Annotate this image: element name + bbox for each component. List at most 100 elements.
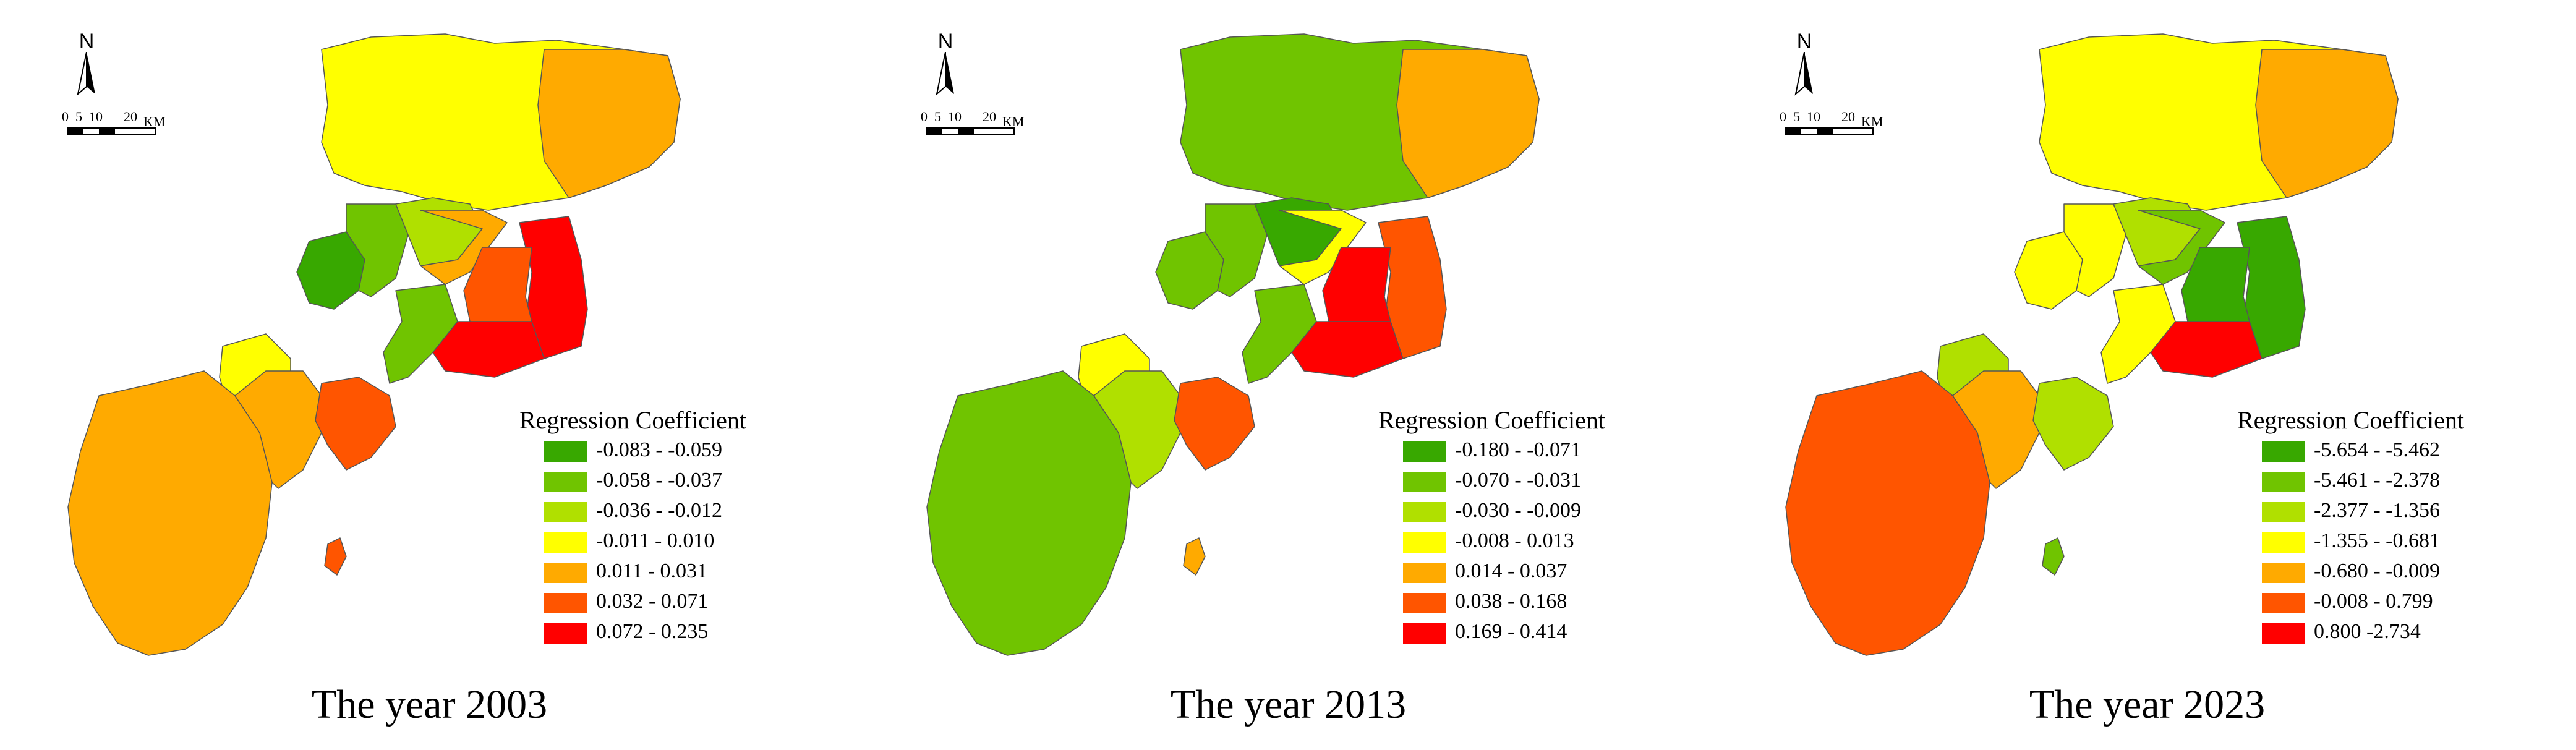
north-arrow: N [62,31,111,102]
legend-item: 0.038 - 0.168 [1403,587,1605,618]
region-east-coast [2237,216,2306,359]
legend-item: -0.680 - -0.009 [2262,557,2464,587]
legend-range-label: 0.032 - 0.071 [596,590,709,613]
region-central-ne [1396,49,1540,198]
legend-item: -1.355 - -0.681 [2262,527,2464,557]
legend-range-label: -0.008 - 0.013 [1455,529,1574,552]
legend-item: -0.030 - -0.009 [1403,496,1605,527]
scale-unit-label: KM [1002,114,1025,129]
legend-swatch [544,532,587,553]
legend-swatch [2262,623,2305,644]
scale-unit-label: KM [1861,114,1883,129]
legend-range-label: -0.036 - -0.012 [596,499,722,522]
scale-tick-label: 0 [1780,109,1786,124]
region-sw-main [67,370,273,656]
legend-swatch [1403,502,1446,522]
legend-swatch [1403,563,1446,583]
region-sw-inner [1093,370,1181,489]
legend-range-label: -5.461 - -2.378 [2314,469,2440,492]
legend-range-label: -1.355 - -0.681 [2314,529,2440,552]
region-sw-east-peninsula [315,377,396,471]
legend-swatch [2262,532,2305,553]
north-arrow-icon [1794,51,1813,96]
north-arrow-icon [77,51,95,96]
choropleth-map [67,33,681,656]
legend-swatch [544,472,587,492]
scale-tick-label: 20 [1841,109,1855,124]
legend-swatch [544,593,587,613]
choropleth-map [926,33,1540,656]
scale-tick-label: 0 [921,109,928,124]
legend: Regression Coefficient -0.083 - -0.059 -0… [519,405,746,648]
legend-item: 0.011 - 0.031 [544,557,746,587]
legend-swatch [2262,472,2305,492]
legend-item: 0.072 - 0.235 [544,618,746,648]
legend-range-label: -2.377 - -1.356 [2314,499,2440,522]
legend-swatch [1403,593,1446,613]
legend-range-label: -0.180 - -0.071 [1455,438,1581,461]
legend-range-label: 0.038 - 0.168 [1455,590,1567,613]
year-label: The year 2003 [311,682,548,727]
region-sw-east-peninsula [2032,377,2114,471]
scale-tick-label: 10 [948,109,962,124]
scale-tick-label: 5 [1793,109,1800,124]
region-sw-inner [1952,370,2040,489]
legend-title: Regression Coefficient [2237,406,2464,434]
legend-swatch [1403,441,1446,462]
scale-bar-labels: 0 5 10 20 KM [921,109,1044,129]
region-sw-east-peninsula [1174,377,1255,471]
region-urban-core [1242,284,1317,384]
region-island-south [2042,537,2065,576]
region-sw-main [1785,370,1990,656]
scale-tick-label: 20 [124,109,137,124]
region-east-coast [1378,216,1447,359]
scale-bar [1785,127,1874,135]
legend-item: -0.180 - -0.071 [1403,436,1605,466]
north-label: N [937,30,953,53]
map-panel-1: N 0 5 10 20 KM Regression Coefficient -0.083… [0,0,859,750]
region-center [1279,210,1367,285]
legend-swatch [2262,563,2305,583]
region-sw-main [926,370,1132,656]
legend-item: -0.058 - -0.037 [544,466,746,496]
region-center [2138,210,2225,285]
legend-range-label: -0.083 - -0.059 [596,438,722,461]
north-label: N [79,30,95,53]
region-island-south [1183,537,1206,576]
legend-swatch [2262,502,2305,522]
legend-range-label: -0.011 - 0.010 [596,529,715,552]
scale-tick-label: 0 [62,109,69,124]
legend-swatch [544,502,587,522]
legend-item: -0.008 - 0.013 [1403,527,1605,557]
year-label: The year 2013 [1170,682,1407,727]
scale-bar [926,127,1015,135]
legend-item: -0.011 - 0.010 [544,527,746,557]
region-center [420,210,508,285]
legend-item: -0.070 - -0.031 [1403,466,1605,496]
legend-range-label: 0.072 - 0.235 [596,620,709,643]
legend-range-label: -0.030 - -0.009 [1455,499,1581,522]
legend-item: -5.654 - -5.462 [2262,436,2464,466]
legend-swatch [2262,593,2305,613]
region-central-ne [2255,49,2399,198]
legend-item: -2.377 - -1.356 [2262,496,2464,527]
legend: Regression Coefficient -0.180 - -0.071 -0… [1378,405,1605,648]
north-arrow: N [1780,31,1829,102]
scale-tick-label: 5 [934,109,941,124]
legend: Regression Coefficient -5.654 - -5.462 -5… [2237,405,2464,648]
scale-unit-label: KM [143,114,166,129]
north-arrow-icon [936,51,954,96]
legend-range-label: 0.800 -2.734 [2314,620,2421,643]
legend-swatch [544,623,587,644]
legend-item: 0.169 - 0.414 [1403,618,1605,648]
legend-swatch [2262,441,2305,462]
map-panel-2: N 0 5 10 20 KM Regression Coefficient -0.180… [859,0,1718,750]
legend-range-label: -0.008 - 0.799 [2314,590,2433,613]
scale-tick-label: 5 [75,109,82,124]
north-label: N [1796,30,1812,53]
scale-tick-label: 20 [983,109,996,124]
legend-swatch [544,441,587,462]
legend-item: -0.083 - -0.059 [544,436,746,466]
legend-swatch [1403,623,1446,644]
legend-range-label: -0.070 - -0.031 [1455,469,1581,492]
